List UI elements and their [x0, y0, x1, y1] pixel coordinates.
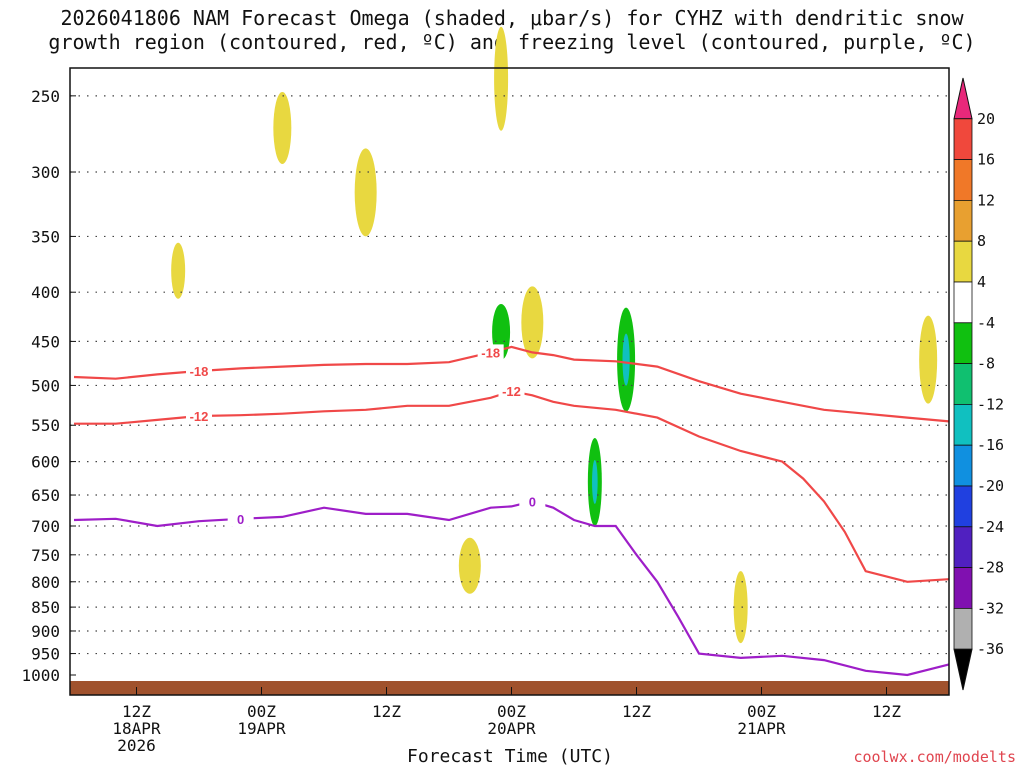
contour-label-bg	[227, 510, 254, 527]
colorbar-swatch	[953, 485, 973, 528]
contour-label: -12	[190, 409, 209, 424]
y-tick-label-600: 600	[31, 453, 60, 472]
y-tick-label-750: 750	[31, 546, 60, 565]
y-tick-label-950: 950	[31, 645, 60, 664]
y-axis-ticks: 250 300 350 400 450 500 550 600 650 700 750 800 850 9…	[21, 87, 76, 685]
x-tick-label: 12Z	[372, 702, 401, 721]
colorbar-label: -32	[977, 599, 1004, 617]
x-tick-label: 2026	[117, 736, 156, 755]
contour-label-bg	[519, 493, 546, 510]
contour-label: 0	[237, 512, 244, 527]
colorbar-label: 16	[977, 151, 995, 169]
colorbar-swatch	[953, 444, 973, 487]
contour-label-bg	[498, 383, 525, 400]
colorbar-swatch	[953, 608, 973, 650]
y-tick-label-400: 400	[31, 283, 60, 302]
colorbar-bottom-arrow	[953, 648, 973, 691]
contour-label-bg	[186, 362, 212, 379]
colorbar-swatch	[953, 199, 973, 242]
contour--18	[73, 345, 950, 423]
omega-region	[733, 571, 748, 644]
colorbar-top-arrow	[953, 77, 973, 120]
omega-region	[354, 148, 377, 237]
colorbar-swatch	[953, 281, 973, 324]
omega-core	[622, 333, 630, 386]
omega-shading	[171, 26, 938, 644]
colorbar-label: 12	[977, 191, 995, 209]
contour--12	[74, 390, 950, 583]
omega-region	[273, 92, 292, 165]
y-tick-label-350: 350	[31, 227, 60, 246]
colorbar-swatch	[953, 240, 973, 283]
colorbar-label: -36	[977, 640, 1004, 658]
y-tick-label-250: 250	[31, 87, 60, 106]
y-tick-label-500: 500	[31, 376, 60, 395]
colorbar-swatch	[953, 526, 973, 568]
contour-lines	[73, 345, 950, 677]
x-tick-label: 18APR	[112, 719, 161, 738]
colorbar-label: -12	[977, 395, 1004, 413]
y-tick-label-850: 850	[31, 598, 60, 617]
contour-0	[73, 500, 950, 677]
x-tick-label: 12Z	[872, 702, 901, 721]
omega-core	[592, 459, 598, 504]
y-tick-label-800: 800	[31, 573, 60, 592]
contour-label-bg	[186, 408, 212, 425]
x-tick-label: 20APR	[487, 719, 536, 738]
omega-region	[521, 286, 544, 359]
colorbar-swatch	[953, 403, 973, 446]
contour-label: -18	[481, 345, 500, 360]
colorbar-label: -28	[977, 559, 1004, 577]
x-tick-label: 21APR	[737, 719, 786, 738]
x-tick-label: 00Z	[247, 702, 276, 721]
ground-band	[70, 681, 949, 695]
y-tick-label-700: 700	[31, 517, 60, 536]
y-tick-label-300: 300	[31, 163, 60, 182]
omega-region	[494, 26, 509, 131]
omega-region	[919, 315, 938, 404]
chart-title: 2026041806 NAM Forecast Omega (shaded, μ…	[0, 6, 1024, 54]
y-tick-label-650: 650	[31, 486, 60, 505]
colorbar-swatch	[953, 322, 973, 364]
y-tick-label-1000: 1000	[21, 666, 60, 685]
colorbar-swatch	[953, 567, 973, 609]
x-tick-label: 00Z	[497, 702, 526, 721]
x-tick-label: 19APR	[237, 719, 286, 738]
colorbar-label: -8	[977, 355, 995, 373]
contour-labels: -18 -18 -12 -12 0 0	[186, 344, 546, 527]
plot-frame	[69, 67, 950, 696]
x-tick-label: 12Z	[122, 702, 151, 721]
colorbar-swatch	[953, 363, 973, 405]
chart-title-line-2: growth region (contoured, red, ºC) and f…	[48, 30, 976, 54]
colorbar-label: 4	[977, 273, 986, 291]
colorbar: 20 16 12 8 4 -4 -8 -12 -16 -20 -24 -28 -32 -36	[953, 77, 1004, 691]
omega-region	[171, 242, 186, 299]
credit-link[interactable]: coolwx.com/modelts	[853, 748, 1016, 766]
colorbar-label: -16	[977, 436, 1004, 454]
ground-layer	[70, 681, 949, 695]
contour-label: -12	[502, 384, 521, 399]
contour-label-bg	[477, 344, 504, 361]
colorbar-label: -24	[977, 518, 1004, 536]
colorbar-swatch	[953, 159, 973, 201]
colorbar-label: 20	[977, 110, 995, 128]
x-tick-label: 00Z	[747, 702, 776, 721]
y-tick-label-450: 450	[31, 332, 60, 351]
colorbar-label: -20	[977, 477, 1004, 495]
chart-title-line-1: 2026041806 NAM Forecast Omega (shaded, μ…	[60, 6, 964, 30]
y-tick-label-900: 900	[31, 622, 60, 641]
y-tick-label-550: 550	[31, 416, 60, 435]
colorbar-label: -4	[977, 314, 995, 332]
contour-label: 0	[529, 494, 536, 509]
colorbar-label: 8	[977, 232, 986, 250]
contour-label: -18	[190, 364, 209, 379]
colorbar-swatch	[953, 118, 973, 161]
x-axis-label: Forecast Time (UTC)	[407, 746, 613, 767]
omega-region	[458, 537, 481, 594]
x-tick-label: 12Z	[622, 702, 651, 721]
